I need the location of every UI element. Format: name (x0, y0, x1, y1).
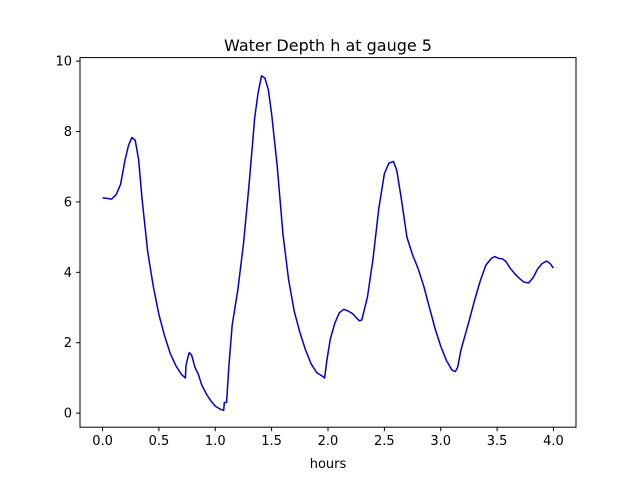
x-axis: 0.0 0.5 1.0 1.5 2.0 2.5 3.0 3.5 4.0 (92, 427, 564, 449)
y-tick-label: 4 (64, 266, 72, 281)
chart-title: Water Depth h at gauge 5 (224, 36, 432, 55)
x-tick-label: 0.5 (149, 434, 170, 449)
x-tick-label: 0.0 (92, 434, 113, 449)
y-tick-label: 0 (64, 407, 72, 422)
y-tick-label: 8 (64, 125, 72, 140)
x-axis-label: hours (310, 457, 347, 472)
x-tick-label: 3.0 (430, 434, 451, 449)
x-tick-label: 2.0 (318, 434, 339, 449)
y-axis: 0 2 4 6 8 10 (55, 55, 80, 422)
x-tick-label: 1.5 (261, 434, 282, 449)
x-tick-label: 4.0 (543, 434, 564, 449)
plot-area-frame (79, 57, 577, 428)
water-depth-line (102, 75, 555, 412)
y-tick-label: 2 (64, 336, 72, 351)
x-tick-label: 1.0 (205, 434, 226, 449)
y-tick-label: 10 (55, 55, 72, 70)
y-tick-label: 6 (64, 195, 72, 210)
x-tick-label: 2.5 (374, 434, 395, 449)
x-tick-label: 3.5 (487, 434, 508, 449)
